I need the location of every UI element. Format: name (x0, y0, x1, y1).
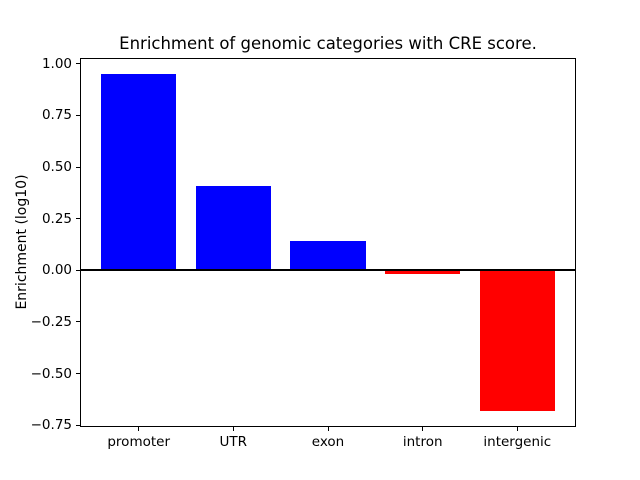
bar-UTR (195, 185, 272, 271)
x-tick-label-UTR: UTR (219, 434, 248, 451)
y-tick-label: 0.50 (41, 159, 72, 175)
y-tick-label: 1.00 (41, 55, 72, 72)
y-tick-mark (76, 218, 80, 220)
y-tick-label: −0.75 (30, 417, 72, 434)
y-tick-label: 0.75 (41, 107, 72, 124)
y-tick-label: −0.25 (30, 313, 72, 330)
y-tick-mark (76, 166, 80, 168)
bar-intron (384, 270, 461, 275)
x-tick-mark (232, 427, 234, 432)
y-tick-label: −0.50 (30, 365, 72, 382)
x-tick-label-intergenic: intergenic (483, 434, 552, 451)
x-tick-label-promoter: promoter (107, 434, 171, 451)
y-tick-mark (76, 114, 80, 116)
y-axis-label: Enrichment (log10) (14, 174, 30, 310)
y-tick-label: 0.25 (41, 210, 72, 227)
bar-exon (290, 241, 366, 271)
chart-title: Enrichment of genomic categories with CR… (119, 34, 537, 53)
x-tick-label-intron: intron (402, 434, 443, 451)
x-tick-mark (422, 427, 424, 432)
zero-line (80, 269, 576, 272)
bar-promoter (100, 74, 177, 271)
y-tick-mark (76, 269, 80, 271)
y-tick-label: 0.00 (41, 262, 72, 279)
y-tick-mark (76, 373, 80, 374)
y-tick-mark (76, 321, 80, 323)
y-tick-mark (76, 63, 80, 65)
y-tick-mark (76, 424, 80, 426)
bar-intergenic (479, 270, 556, 411)
x-tick-mark (516, 427, 518, 432)
x-tick-label-exon: exon (311, 434, 345, 451)
x-tick-mark (327, 427, 329, 432)
x-tick-mark (138, 427, 140, 432)
